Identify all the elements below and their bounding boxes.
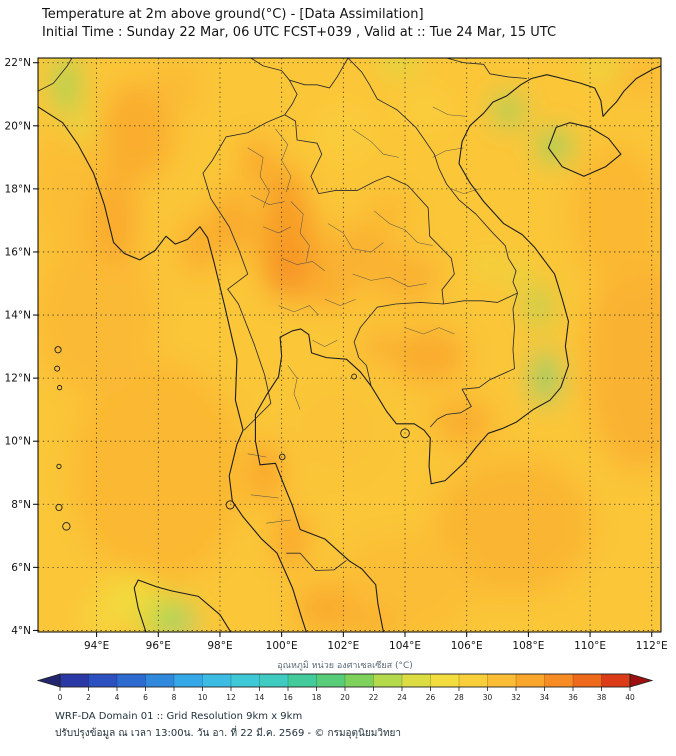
svg-text:18°N: 18°N (5, 183, 31, 195)
map-frame (37, 57, 662, 633)
svg-text:14°N: 14°N (5, 310, 31, 322)
svg-text:2: 2 (86, 693, 91, 702)
svg-text:104°E: 104°E (389, 640, 421, 652)
svg-text:108°E: 108°E (512, 640, 544, 652)
svg-text:96°E: 96°E (146, 640, 171, 652)
latlon-grid (38, 58, 661, 632)
country-borders (38, 58, 527, 571)
svg-text:24: 24 (397, 693, 407, 702)
svg-text:22°N: 22°N (5, 57, 31, 69)
svg-text:16: 16 (283, 693, 293, 702)
province-borders (248, 107, 479, 523)
coastlines (38, 66, 661, 632)
svg-text:106°E: 106°E (451, 640, 483, 652)
footer-update-info: ปรับปรุงข้อมูล ณ เวลา 13:00น. วัน อา. ที… (55, 728, 402, 739)
svg-text:32: 32 (511, 693, 521, 702)
svg-text:30: 30 (483, 693, 493, 702)
svg-text:102°E: 102°E (327, 640, 359, 652)
svg-text:100°E: 100°E (266, 640, 298, 652)
svg-text:26: 26 (426, 693, 436, 702)
svg-text:4°N: 4°N (11, 625, 31, 637)
svg-text:20°N: 20°N (5, 120, 31, 132)
colorbar-ticks: 0 2 4 6 8 10 12 14 16 18 20 22 24 26 28 30 32 34 36 38 40 (58, 674, 635, 702)
svg-text:110°E: 110°E (574, 640, 606, 652)
svg-text:10: 10 (198, 693, 208, 702)
svg-text:6°N: 6°N (11, 562, 31, 574)
svg-text:4: 4 (115, 693, 120, 702)
colorbar-gradient (36, 673, 654, 688)
svg-text:112°E: 112°E (636, 640, 668, 652)
svg-text:10°N: 10°N (5, 436, 31, 448)
svg-text:36: 36 (568, 693, 578, 702)
page-title: Temperature at 2m above ground(°C) - [Da… (42, 7, 424, 22)
svg-text:22: 22 (369, 693, 379, 702)
colorbar-label: อุณหภูมิ หน่วย องศาเซลเซียส (°C) (277, 660, 413, 671)
colorbar: อุณหภูมิ หน่วย องศาเซลเซียส (°C) 0 2 4 6 8 10… (36, 660, 654, 702)
svg-text:8°N: 8°N (11, 499, 31, 511)
footer-domain-info: WRF-DA Domain 01 :: Grid Resolution 9km … (55, 711, 303, 722)
svg-text:6: 6 (143, 693, 148, 702)
temperature-field (38, 58, 661, 632)
svg-text:34: 34 (540, 693, 550, 702)
svg-text:14: 14 (255, 693, 265, 702)
svg-text:40: 40 (625, 693, 635, 702)
svg-text:38: 38 (597, 693, 607, 702)
svg-text:16°N: 16°N (5, 246, 31, 258)
map-geography (38, 58, 661, 632)
svg-text:18: 18 (312, 693, 322, 702)
svg-text:94°E: 94°E (84, 640, 109, 652)
svg-text:0: 0 (58, 693, 63, 702)
plot-subtitle: Initial Time : Sunday 22 Mar, 06 UTC FCS… (42, 25, 557, 40)
axes: 94°E 96°E 98°E 100°E 102°E 104°E 106°E 108°E 110… (5, 57, 668, 652)
map-plot: 94°E 96°E 98°E 100°E 102°E 104°E 106°E 108°E 110… (5, 57, 668, 652)
svg-text:98°E: 98°E (207, 640, 232, 652)
svg-text:20: 20 (340, 693, 350, 702)
svg-text:8: 8 (172, 693, 177, 702)
svg-text:12°N: 12°N (5, 373, 31, 385)
svg-text:28: 28 (454, 693, 464, 702)
svg-text:12: 12 (226, 693, 236, 702)
